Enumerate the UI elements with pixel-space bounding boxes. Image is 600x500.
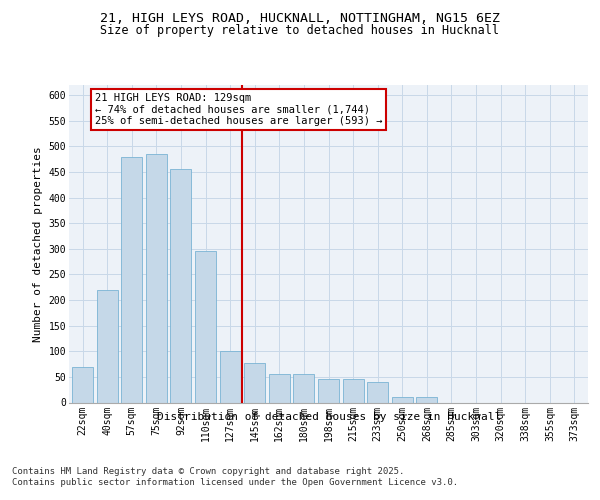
Bar <box>170 170 191 402</box>
Text: Contains HM Land Registry data © Crown copyright and database right 2025.
Contai: Contains HM Land Registry data © Crown c… <box>12 468 458 487</box>
Text: Size of property relative to detached houses in Hucknall: Size of property relative to detached ho… <box>101 24 499 37</box>
Bar <box>416 397 437 402</box>
Y-axis label: Number of detached properties: Number of detached properties <box>33 146 43 342</box>
Bar <box>269 374 290 402</box>
Text: 21, HIGH LEYS ROAD, HUCKNALL, NOTTINGHAM, NG15 6EZ: 21, HIGH LEYS ROAD, HUCKNALL, NOTTINGHAM… <box>100 12 500 26</box>
Bar <box>146 154 167 402</box>
Bar <box>72 366 93 402</box>
Text: Distribution of detached houses by size in Hucknall: Distribution of detached houses by size … <box>157 412 501 422</box>
Bar <box>367 382 388 402</box>
Bar <box>343 380 364 402</box>
Bar <box>121 156 142 402</box>
Bar <box>195 252 216 402</box>
Bar <box>293 374 314 402</box>
Text: 21 HIGH LEYS ROAD: 129sqm
← 74% of detached houses are smaller (1,744)
25% of se: 21 HIGH LEYS ROAD: 129sqm ← 74% of detac… <box>95 92 382 126</box>
Bar <box>318 380 339 402</box>
Bar <box>244 362 265 403</box>
Bar <box>97 290 118 403</box>
Bar <box>220 352 241 403</box>
Bar <box>392 397 413 402</box>
